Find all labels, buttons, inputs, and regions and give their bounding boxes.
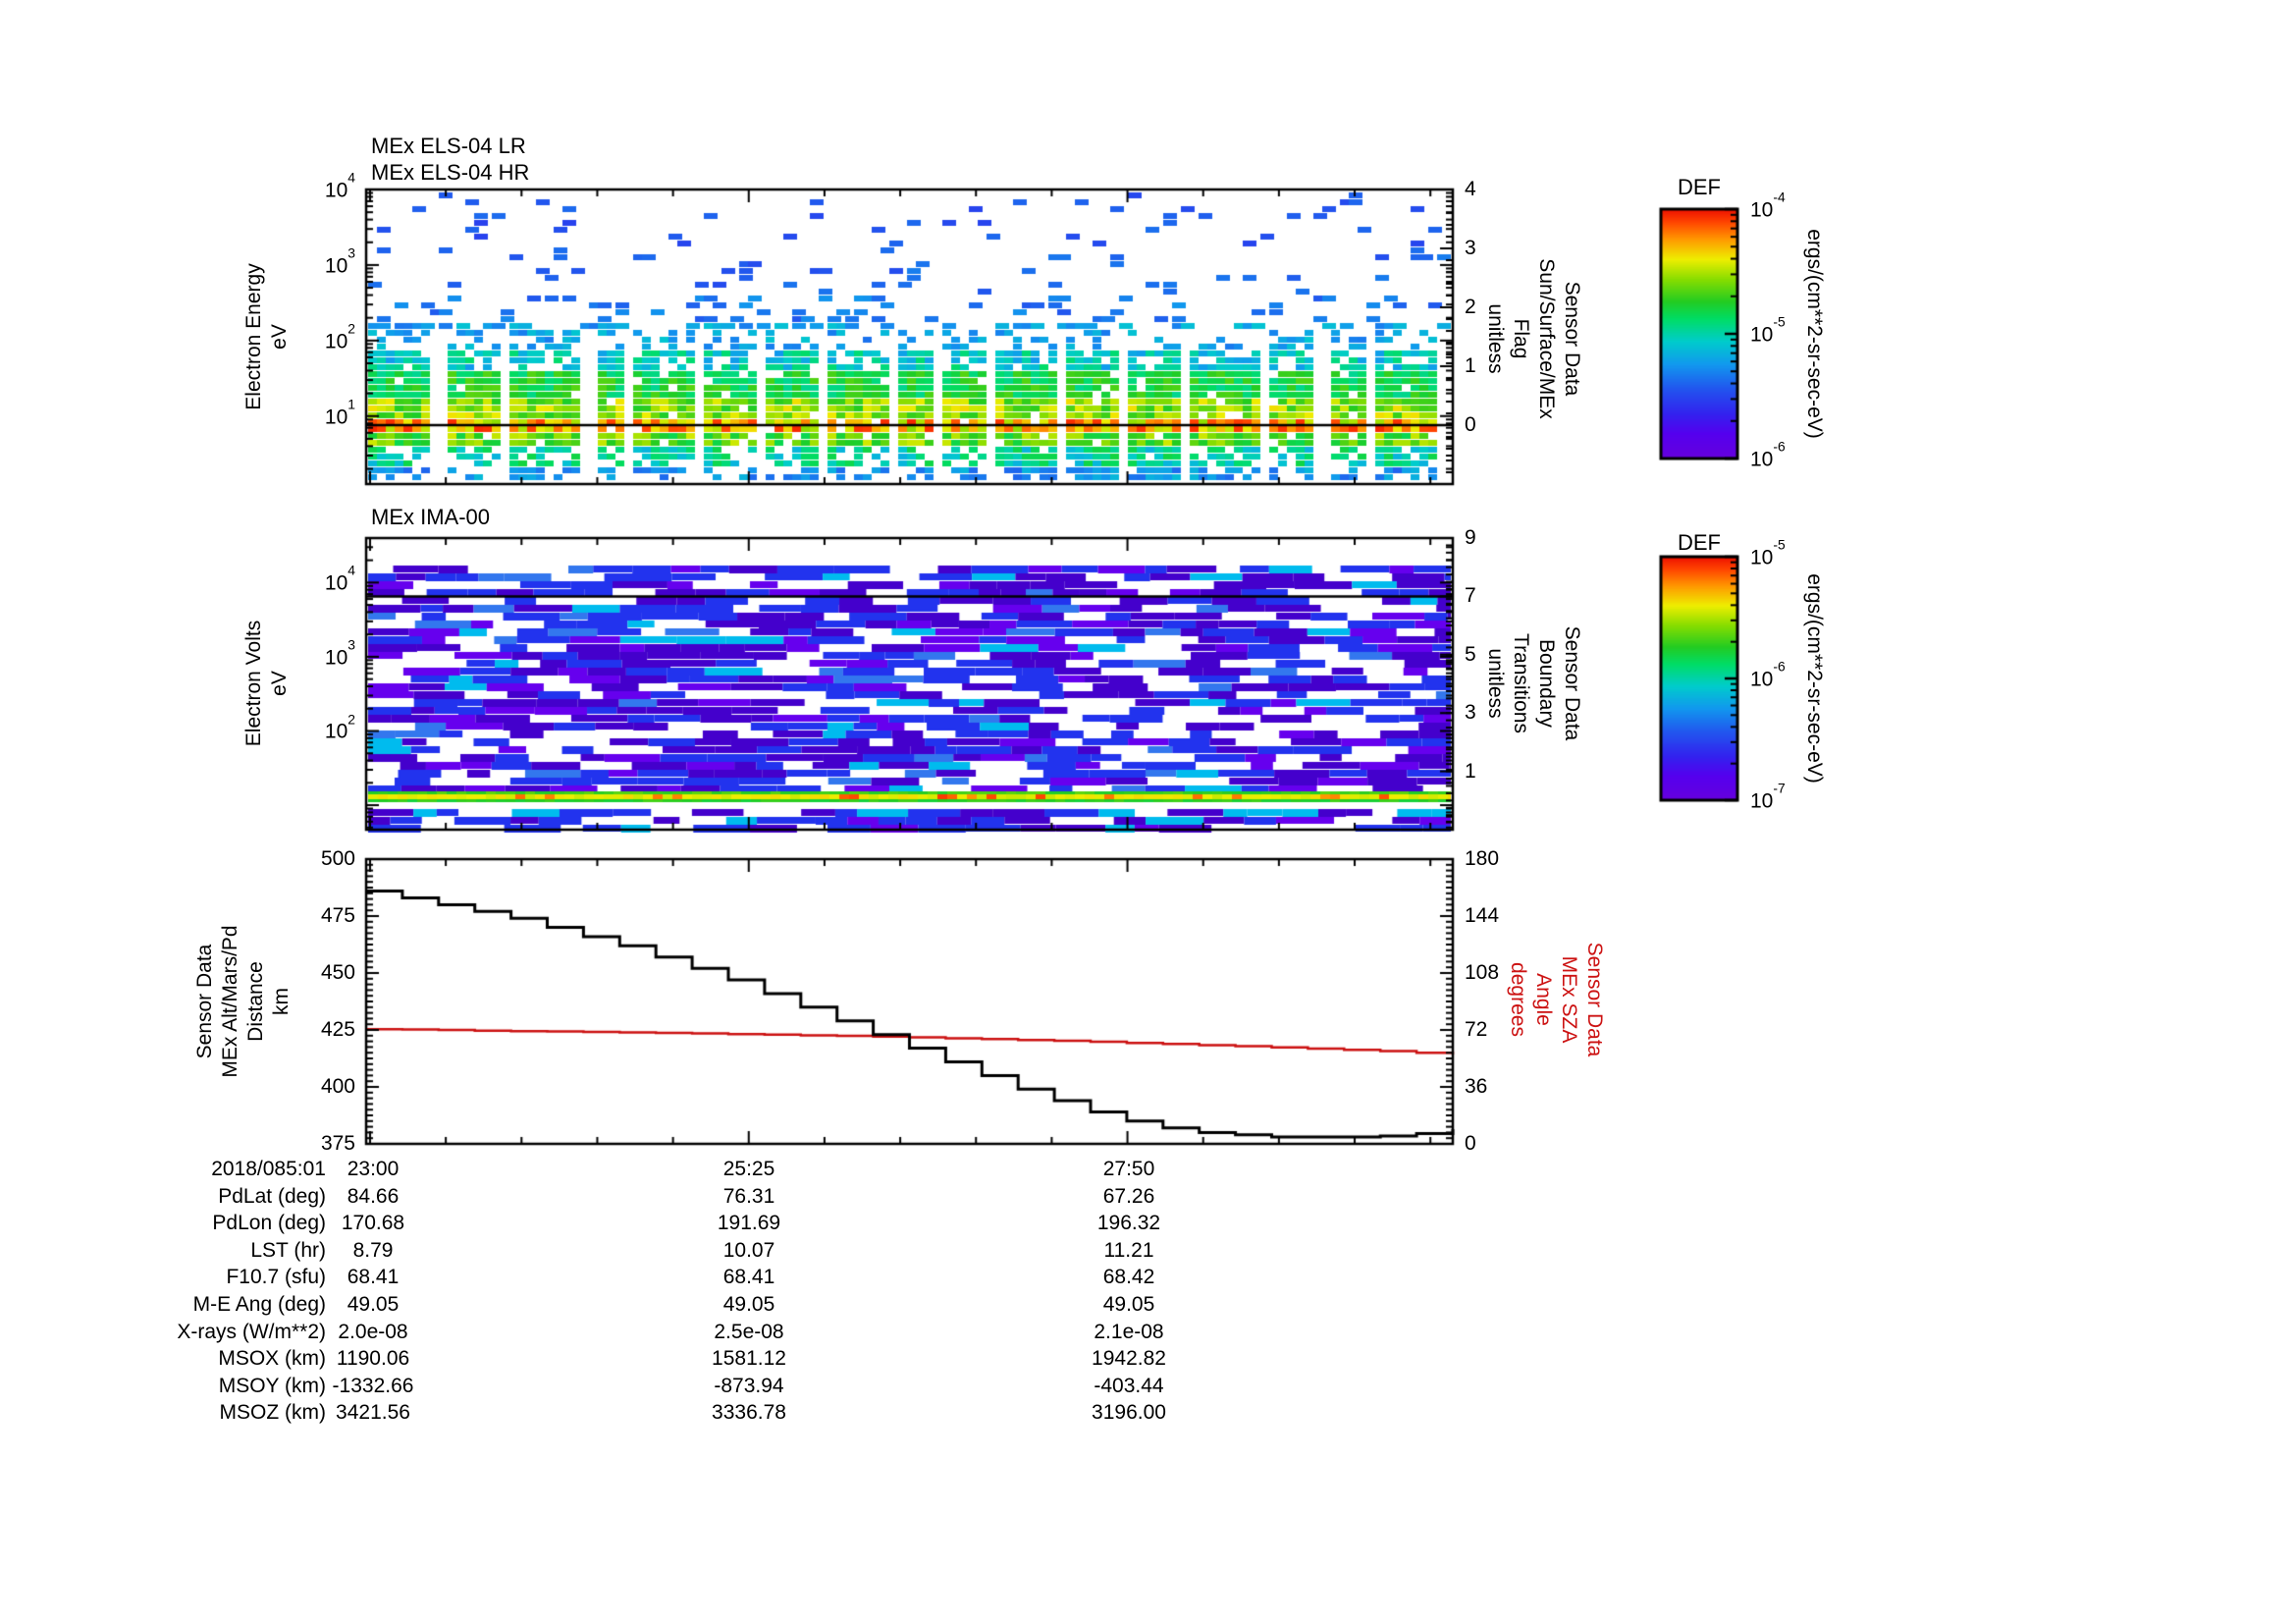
panel1-y-tick-label: 102 xyxy=(324,320,355,353)
table-cell: 68.41 xyxy=(347,1266,400,1289)
table-cell: -873.94 xyxy=(714,1374,784,1397)
table-row-label: MSOY (km) xyxy=(218,1374,326,1397)
table-cell: 1942.82 xyxy=(1092,1347,1166,1371)
panel3-right-tick-label: 72 xyxy=(1465,1018,1488,1041)
panel3-y-tick-label: 425 xyxy=(320,1018,355,1041)
panel1-right-tick-label: 0 xyxy=(1465,413,1476,436)
panel2-y-tick-label: 102 xyxy=(324,711,355,743)
panel3-right-tick-label: 108 xyxy=(1465,961,1500,984)
table-cell: 1190.06 xyxy=(336,1347,410,1371)
table-cell: 2.5e-08 xyxy=(714,1320,784,1343)
table-cell: 2.1e-08 xyxy=(1094,1320,1164,1343)
panel2-right-tick-label: 3 xyxy=(1465,701,1476,725)
table-cell: 27:50 xyxy=(1102,1158,1155,1180)
table-cell: 68.41 xyxy=(722,1266,775,1289)
panel3-right-tick-label: 144 xyxy=(1465,904,1500,927)
colorbar2-title: DEF xyxy=(1678,530,1721,555)
table-cell: 170.68 xyxy=(341,1212,405,1235)
table-cell: 196.32 xyxy=(1096,1212,1161,1235)
panel3-y-axis-label: Sensor Data MEx Alt/Mars/Pd Distance km xyxy=(193,925,293,1078)
panel3-y-tick-label: 475 xyxy=(320,904,355,927)
table-cell: 11.21 xyxy=(1103,1238,1154,1262)
table-cell: 67.26 xyxy=(1102,1184,1155,1208)
panel1-right-tick-label: 4 xyxy=(1465,178,1476,200)
panel1-right-tick-label: 2 xyxy=(1465,296,1476,318)
colorbar2-units-label: ergs/(cm**2-sr-sec-eV) xyxy=(1803,573,1826,784)
panel1-right-tick-label: 3 xyxy=(1465,237,1476,259)
panel2-y-axis-label: Electron Volts eV xyxy=(242,620,291,747)
panel1-title-lr: MEx ELS-04 LR xyxy=(371,134,526,158)
table-cell: 2.0e-08 xyxy=(338,1320,408,1343)
panel3-right-axis-label: Sensor Data MEx SZA Angle degrees xyxy=(1507,942,1606,1057)
table-cell: 10.07 xyxy=(722,1238,775,1262)
panel3-right-tick-label: 180 xyxy=(1465,847,1500,870)
panel1-y-axis-label: Electron Energy eV xyxy=(242,263,291,410)
colorbar2-tick-label: 10-7 xyxy=(1750,780,1786,813)
table-row-label: LST (hr) xyxy=(250,1238,326,1262)
table-cell: 49.05 xyxy=(347,1293,400,1316)
table-row-label: PdLat (deg) xyxy=(218,1184,326,1208)
table-row-label: MSOX (km) xyxy=(218,1347,326,1371)
panel2-right-tick-label: 7 xyxy=(1465,584,1476,608)
table-cell: 84.66 xyxy=(347,1184,400,1208)
table-cell: 76.31 xyxy=(722,1184,775,1208)
colorbar2-tick-label: 10-6 xyxy=(1750,658,1786,691)
table-row-label: F10.7 (sfu) xyxy=(226,1266,326,1289)
colorbar1-units-label: ergs/(cm**2-sr-sec-eV) xyxy=(1803,229,1826,439)
panel1-right-tick-label: 1 xyxy=(1465,354,1476,377)
table-cell: 23:00 xyxy=(347,1158,400,1180)
table-row-label: PdLon (deg) xyxy=(212,1212,326,1235)
table-cell: 8.79 xyxy=(352,1238,394,1262)
colorbar2-tick-label: 10-5 xyxy=(1750,536,1786,569)
table-cell: 49.05 xyxy=(722,1293,775,1316)
panel2-y-tick-label: 104 xyxy=(324,562,355,595)
panel2-right-tick-label: 9 xyxy=(1465,526,1476,549)
table-cell: 191.69 xyxy=(717,1212,781,1235)
panel2-right-axis-label: Sensor Data Boundary Transitions unitles… xyxy=(1484,625,1583,741)
panel2-right-tick-label: 1 xyxy=(1465,759,1476,783)
table-cell: 68.42 xyxy=(1102,1266,1155,1289)
panel2-title: MEx IMA-00 xyxy=(371,505,491,529)
table-row-label: MSOZ (km) xyxy=(219,1401,326,1425)
table-cell: 25:25 xyxy=(722,1158,775,1180)
table-row-label: 2018/085:01 xyxy=(211,1158,326,1180)
table-cell: 49.05 xyxy=(1102,1293,1155,1316)
panel1-y-tick-label: 103 xyxy=(324,244,355,278)
panel3-y-tick-label: 375 xyxy=(320,1132,355,1155)
panel3-right-tick-label: 36 xyxy=(1465,1075,1488,1098)
panel2-y-tick-label: 103 xyxy=(324,636,355,670)
colorbar1-tick-label: 10-5 xyxy=(1750,313,1786,347)
panel1-title-hr: MEx ELS-04 HR xyxy=(371,160,530,185)
panel3-y-tick-label: 450 xyxy=(320,961,355,984)
colorbar1-title: DEF xyxy=(1678,175,1721,199)
table-cell: 3421.56 xyxy=(336,1401,410,1425)
table-cell: -1332.66 xyxy=(332,1374,414,1397)
panel3-y-tick-label: 400 xyxy=(320,1075,355,1098)
table-cell: 3196.00 xyxy=(1092,1401,1166,1425)
table-cell: 3336.78 xyxy=(712,1401,786,1425)
table-cell: -403.44 xyxy=(1094,1374,1164,1397)
panel1-y-tick-label: 101 xyxy=(324,396,355,429)
colorbar1-tick-label: 10-6 xyxy=(1750,438,1786,471)
panel3-right-tick-label: 0 xyxy=(1465,1132,1476,1155)
table-row-label: X-rays (W/m**2) xyxy=(177,1320,326,1343)
table-cell: 1581.12 xyxy=(712,1347,786,1371)
panel1-y-tick-label: 104 xyxy=(324,169,355,202)
table-row-label: M-E Ang (deg) xyxy=(192,1293,326,1316)
colorbar1-tick-label: 10-4 xyxy=(1750,189,1786,222)
panel3-y-tick-label: 500 xyxy=(320,847,355,870)
panel2-right-tick-label: 5 xyxy=(1465,642,1476,666)
panel1-right-axis-label: Sensor Data Sun/Surface/MEx Flag unitles… xyxy=(1484,258,1583,419)
